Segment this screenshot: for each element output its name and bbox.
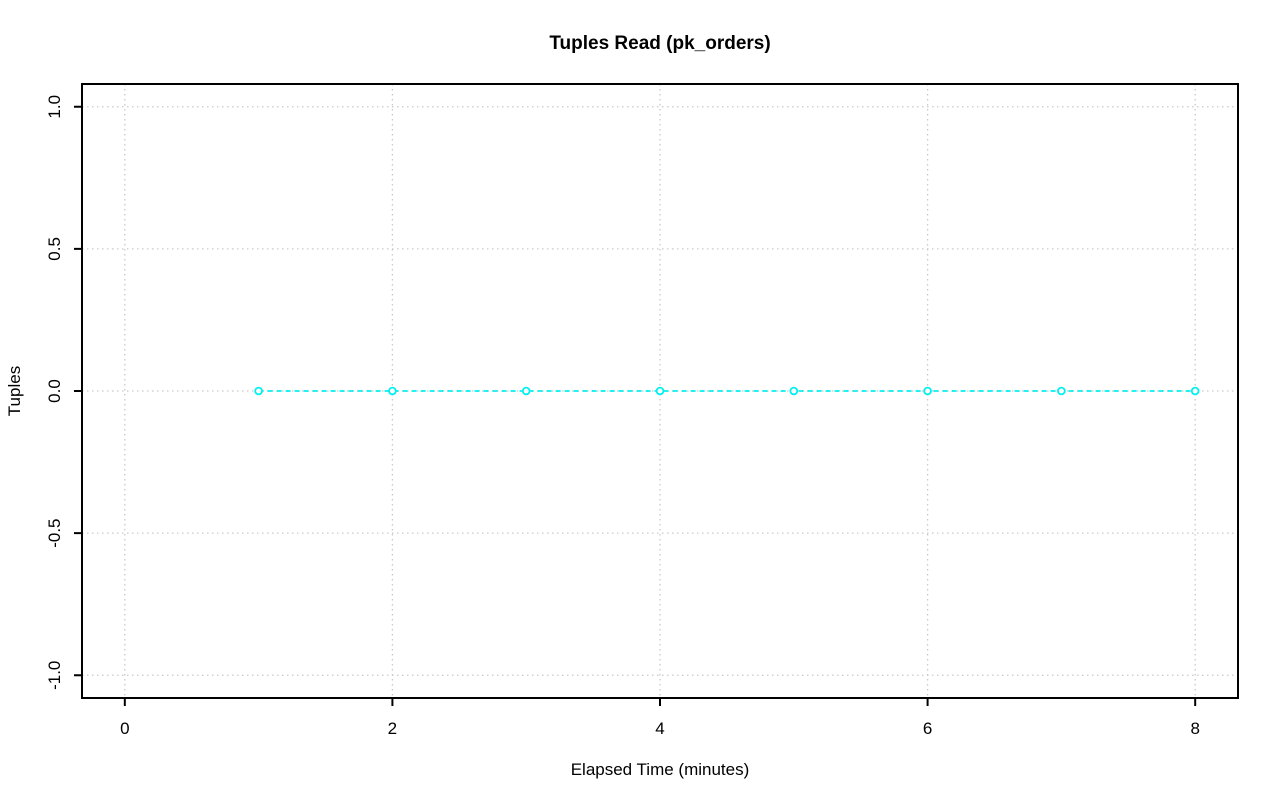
y-tick-label: 1.0 <box>45 95 64 119</box>
y-tick-label: -1.0 <box>45 661 64 690</box>
x-tick-label: 4 <box>655 719 664 738</box>
x-tick-label: 8 <box>1190 719 1199 738</box>
x-tick-label: 6 <box>923 719 932 738</box>
y-axis: -1.0 -0.5 0.0 0.5 1.0 <box>45 95 82 690</box>
x-axis-title: Elapsed Time (minutes) <box>571 760 750 779</box>
x-tick-label: 0 <box>120 719 129 738</box>
x-tick-label: 2 <box>388 719 397 738</box>
data-point-marker <box>789 386 799 396</box>
data-point-marker <box>1057 386 1066 396</box>
data-point-marker <box>254 386 263 396</box>
data-point-marker <box>388 386 397 396</box>
chart-title: Tuples Read (pk_orders) <box>549 33 770 54</box>
data-point-marker <box>1190 386 1200 396</box>
x-axis: 0 2 4 6 8 <box>120 698 1200 738</box>
data-point-marker <box>655 386 665 396</box>
data-point-marker <box>521 386 531 396</box>
y-tick-label: 0.5 <box>45 237 64 261</box>
data-point-marker <box>923 386 932 396</box>
y-axis-title: Tuples <box>5 366 24 416</box>
series-layer <box>254 386 1200 396</box>
y-tick-label: -0.5 <box>45 518 64 547</box>
y-tick-label: 0.0 <box>45 379 64 403</box>
